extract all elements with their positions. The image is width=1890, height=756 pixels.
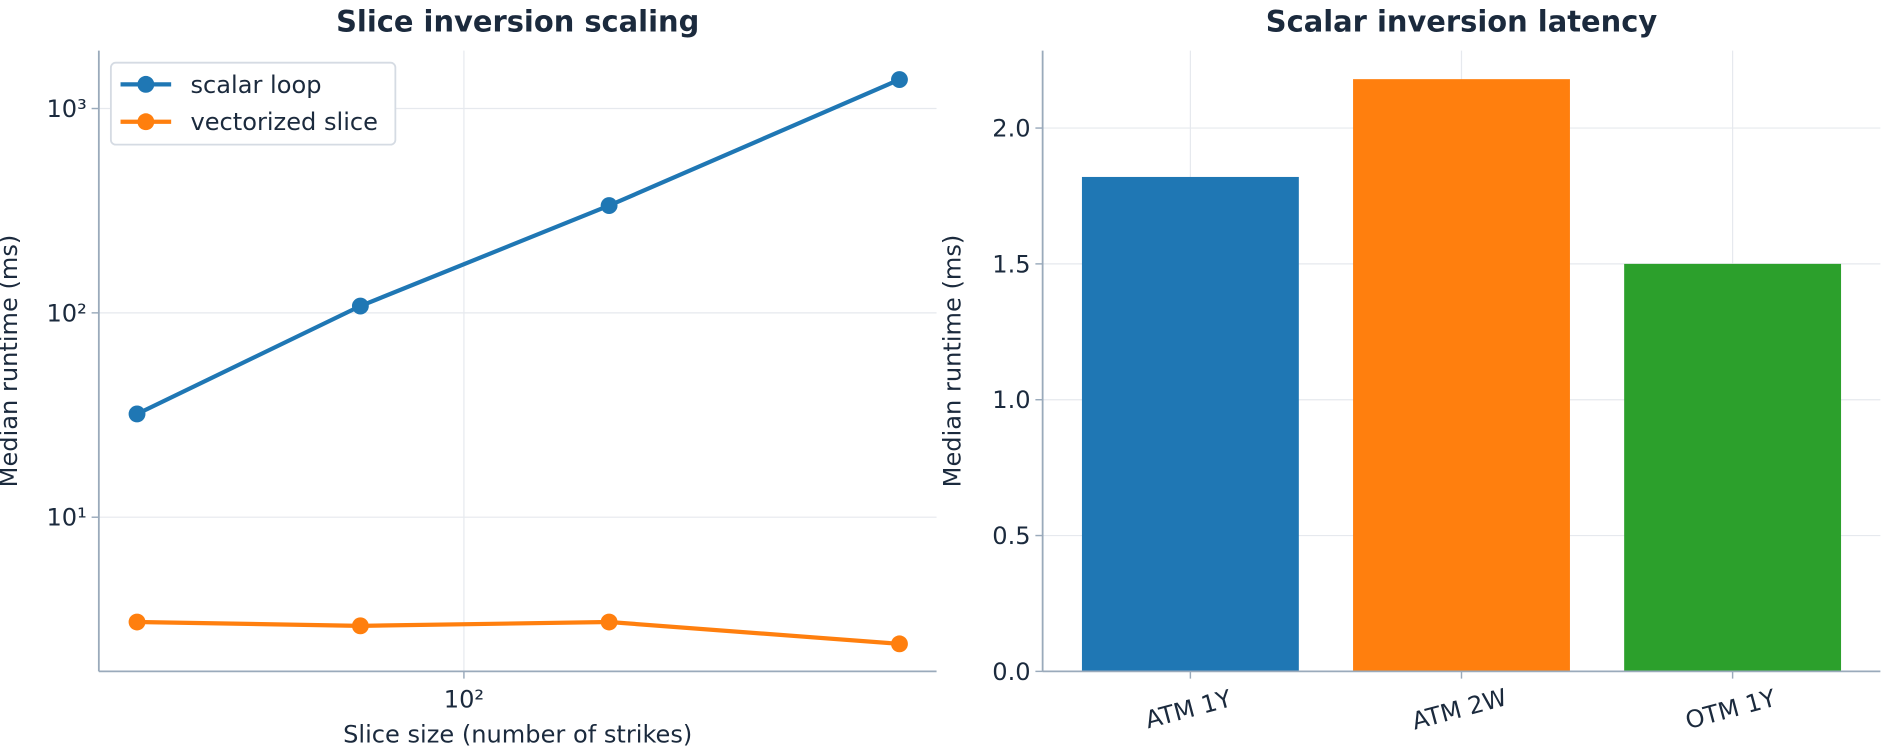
x-axis-label: Slice size (number of strikes)	[343, 720, 692, 748]
bar	[1081, 176, 1299, 672]
chart-title: Slice inversion scaling	[336, 4, 699, 38]
x-tick-label: OTM 1Y	[1682, 684, 1779, 735]
y-tick-label: 10³	[46, 95, 86, 123]
data-point	[891, 71, 908, 88]
data-point	[351, 617, 369, 635]
y-tick-label: 1.0	[992, 386, 1030, 414]
y-tick-label: 10²	[46, 299, 86, 327]
legend-label: scalar loop	[190, 71, 321, 99]
y-tick-label: 0.0	[992, 658, 1030, 686]
bar	[1353, 79, 1570, 672]
x-tick-label: ATM 2W	[1409, 683, 1510, 735]
x-tick-label: ATM 1Y	[1142, 684, 1234, 734]
data-point	[600, 613, 618, 631]
data-point	[128, 613, 146, 631]
series-line	[136, 77, 901, 416]
legend-box	[109, 61, 397, 146]
series-line	[136, 619, 900, 646]
legend: scalar loop vectorized slice	[109, 61, 397, 146]
legend-label: vectorized slice	[190, 108, 378, 136]
data-point	[128, 405, 146, 423]
data-point	[351, 297, 369, 315]
x-tick-label: 10²	[444, 686, 484, 714]
data-point	[600, 197, 618, 215]
chart-title: Scalar inversion latency	[1266, 4, 1658, 38]
y-tick-label: 10¹	[46, 504, 86, 532]
y-axis-label: Median runtime (ms)	[939, 235, 967, 488]
y-tick-label: 1.5	[992, 250, 1030, 278]
bar	[1624, 263, 1842, 672]
legend-marker	[137, 113, 155, 131]
y-axis-label: Median runtime (ms)	[0, 235, 23, 488]
y-tick-label: 0.5	[992, 522, 1030, 550]
data-point	[891, 635, 908, 653]
y-tick-label: 2.0	[992, 114, 1030, 142]
legend-marker	[137, 75, 155, 93]
